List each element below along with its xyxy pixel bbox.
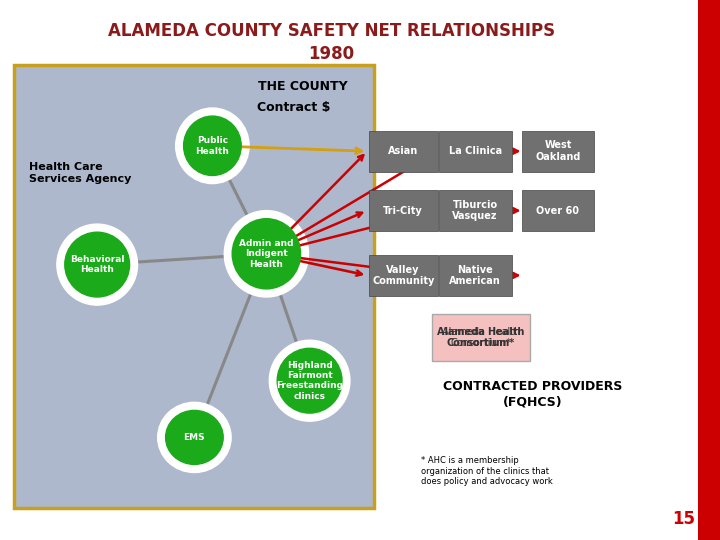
Text: 1980: 1980	[308, 45, 354, 63]
Text: * AHC is a membership
organization of the clinics that
does policy and advocacy : * AHC is a membership organization of th…	[421, 456, 553, 486]
Text: CONTRACTED PROVIDERS
(FQHCS): CONTRACTED PROVIDERS (FQHCS)	[443, 380, 623, 408]
Text: Public
Health: Public Health	[195, 136, 230, 156]
Text: Tri-City: Tri-City	[383, 206, 423, 215]
Text: Tiburcio
Vasquez: Tiburcio Vasquez	[452, 200, 498, 221]
FancyBboxPatch shape	[521, 131, 595, 172]
Ellipse shape	[57, 224, 138, 305]
FancyBboxPatch shape	[521, 190, 595, 231]
Text: Contract $: Contract $	[257, 102, 330, 114]
Ellipse shape	[277, 348, 342, 413]
FancyBboxPatch shape	[698, 0, 720, 540]
Ellipse shape	[65, 232, 130, 297]
Ellipse shape	[184, 116, 241, 176]
Text: Over 60: Over 60	[536, 206, 580, 215]
Ellipse shape	[166, 410, 223, 464]
Text: 15: 15	[672, 510, 696, 529]
Text: ALAMEDA COUNTY SAFETY NET RELATIONSHIPS: ALAMEDA COUNTY SAFETY NET RELATIONSHIPS	[107, 22, 555, 40]
Text: Admin and
Indigent
Health: Admin and Indigent Health	[239, 239, 294, 269]
Text: Health Care
Services Agency: Health Care Services Agency	[29, 162, 131, 184]
Text: Asian: Asian	[388, 146, 418, 156]
FancyBboxPatch shape	[439, 190, 511, 231]
FancyBboxPatch shape	[432, 314, 530, 361]
FancyBboxPatch shape	[369, 131, 438, 172]
FancyBboxPatch shape	[369, 255, 438, 296]
Text: THE COUNTY: THE COUNTY	[258, 80, 347, 93]
Ellipse shape	[158, 402, 231, 472]
FancyBboxPatch shape	[439, 255, 511, 296]
Text: Native
American: Native American	[449, 265, 501, 286]
Text: Highland
Fairmont
Freestanding
clinics: Highland Fairmont Freestanding clinics	[276, 361, 343, 401]
FancyBboxPatch shape	[14, 65, 374, 508]
Text: La Clinica: La Clinica	[449, 146, 502, 156]
Text: Alameda Health
Consortium*: Alameda Health Consortium*	[442, 327, 520, 348]
Text: Behavioral
Health: Behavioral Health	[70, 255, 125, 274]
Ellipse shape	[269, 340, 350, 421]
FancyBboxPatch shape	[439, 131, 511, 172]
FancyBboxPatch shape	[369, 190, 438, 231]
FancyBboxPatch shape	[432, 314, 530, 361]
Ellipse shape	[225, 211, 308, 297]
Ellipse shape	[176, 108, 249, 184]
Text: West
Oakland: West Oakland	[535, 140, 581, 162]
Text: EMS: EMS	[184, 433, 205, 442]
Text: Alameda Health
Consortium*: Alameda Health Consortium*	[437, 327, 525, 348]
Text: Valley
Community: Valley Community	[372, 265, 434, 286]
Ellipse shape	[232, 219, 301, 289]
